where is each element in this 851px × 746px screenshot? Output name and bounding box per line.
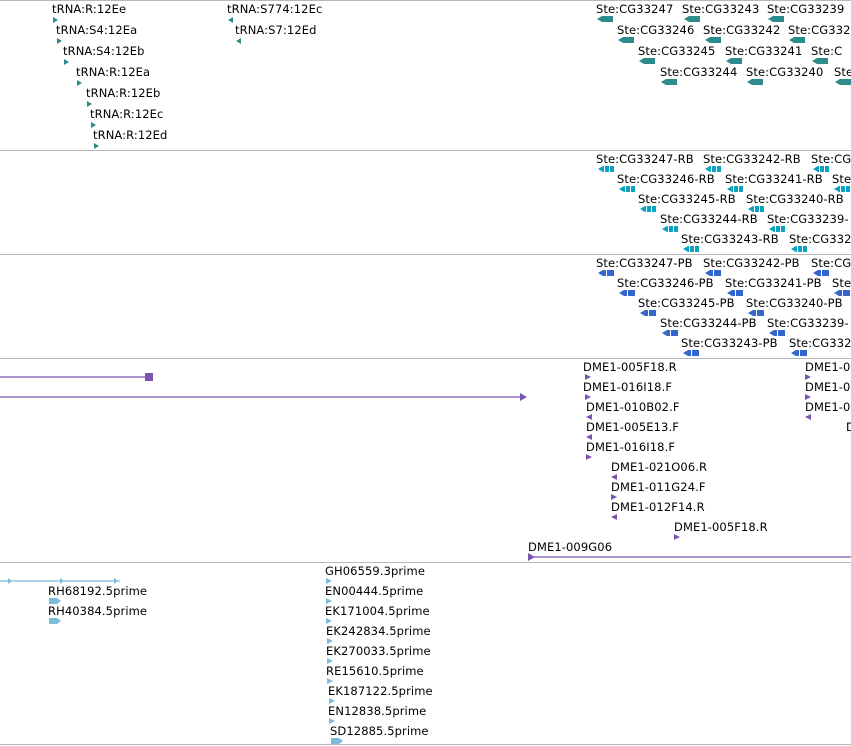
est-arrow-icon: [327, 658, 333, 664]
est-span-line[interactable]: [0, 577, 130, 585]
clone-span-icon: [528, 553, 851, 561]
clone-marker-icon: [586, 414, 592, 420]
protein-arrow-icon: [683, 350, 699, 356]
transcript-arrow-icon: [834, 186, 850, 192]
clone-marker-icon: [805, 414, 811, 420]
clone-marker-icon: [674, 534, 680, 540]
clone-marker-icon: [586, 454, 592, 460]
est-arrow-icon: [327, 678, 333, 684]
gene-arrow-icon: [747, 79, 763, 85]
transcript-arrow-icon: [619, 186, 635, 192]
clone-span-line[interactable]: [0, 392, 530, 402]
est-arrow-icon: [49, 598, 61, 604]
clone-marker-icon: [805, 374, 811, 380]
transcript-arrow-icon: [683, 246, 699, 252]
clone-marker-icon: [585, 374, 591, 380]
plus-strand-icon: [94, 143, 99, 149]
gene-arrow-icon: [618, 37, 634, 43]
protein-arrow-icon: [791, 350, 807, 356]
protein-arrow-icon: [769, 330, 785, 336]
clone-marker-icon: [805, 394, 811, 400]
protein-arrow-icon: [813, 270, 829, 276]
transcript-arrow-icon: [662, 226, 678, 232]
est-arrow-icon: [326, 598, 332, 604]
transcript-arrow-icon: [813, 166, 829, 172]
protein-arrow-icon: [834, 290, 850, 296]
protein-arrow-icon: [727, 290, 743, 296]
transcript-arrow-icon: [748, 206, 764, 212]
clone-marker-icon: [586, 434, 592, 440]
transcript-arrow-icon: [727, 186, 743, 192]
est-arrow-icon: [329, 718, 335, 724]
transcript-arrow-icon: [598, 166, 614, 172]
tier-divider: [0, 358, 851, 359]
gene-track: tRNA:R:12Ee tRNA:S4:12Ea tRNA:S4:12Eb tR…: [0, 1, 851, 150]
plus-strand-icon: [57, 38, 62, 44]
minus-strand-icon: [236, 38, 241, 44]
protein-arrow-icon: [619, 290, 635, 296]
clone-marker-icon: [611, 494, 617, 500]
transcript-track: Ste:CG33247-RB Ste:CG33242-RB Ste:CG Ste…: [0, 151, 851, 254]
plus-strand-icon: [53, 17, 58, 23]
est-arrow-icon: [331, 738, 343, 744]
gene-arrow-icon: [661, 79, 677, 85]
gene-arrow-icon: [597, 16, 613, 22]
tier-divider-bottom: [0, 744, 851, 745]
clone-span-line[interactable]: [0, 372, 160, 382]
gene-arrow-icon: [639, 58, 655, 64]
clone-marker-icon: [611, 514, 617, 520]
plus-strand-icon: [87, 101, 92, 107]
minus-strand-icon: [228, 17, 233, 23]
gene-arrow-icon: [684, 16, 700, 22]
tier-divider-top: [0, 0, 851, 1]
est-arrow-icon: [326, 618, 332, 624]
est-track: RH68192.5prime RH40384.5prime GH06559.3p…: [0, 563, 851, 744]
est-arrow-icon: [49, 618, 61, 624]
est-arrow-icon: [327, 638, 333, 644]
transcript-arrow-icon: [791, 246, 807, 252]
clone-track: DME1-005F18.R DME1-016I18.F DME1-010B02.…: [0, 359, 851, 562]
transcript-arrow-icon: [705, 166, 721, 172]
transcript-arrow-icon: [769, 226, 785, 232]
transcript-arrow-icon: [640, 206, 656, 212]
clone-marker-icon: [611, 474, 617, 480]
tier-divider: [0, 562, 851, 563]
protein-arrow-icon: [662, 330, 678, 336]
plus-strand-icon: [91, 122, 96, 128]
est-arrow-icon: [326, 578, 332, 584]
gene-arrow-icon: [768, 16, 784, 22]
protein-arrow-icon: [705, 270, 721, 276]
tier-divider: [0, 150, 851, 151]
gene-arrow-icon: [705, 37, 721, 43]
plus-strand-icon: [77, 80, 82, 86]
protein-track: Ste:CG33247-PB Ste:CG33242-PB Ste:CG Ste…: [0, 255, 851, 358]
protein-arrow-icon: [598, 270, 614, 276]
gene-arrow-icon: [789, 37, 805, 43]
protein-arrow-icon: [748, 310, 764, 316]
tier-divider: [0, 254, 851, 255]
clone-marker-icon: [585, 394, 591, 400]
gene-arrow-icon: [835, 79, 851, 85]
gene-arrow-icon: [726, 58, 742, 64]
protein-arrow-icon: [640, 310, 656, 316]
est-arrow-icon: [329, 698, 335, 704]
plus-strand-icon: [64, 59, 69, 65]
gene-arrow-icon: [812, 58, 828, 64]
